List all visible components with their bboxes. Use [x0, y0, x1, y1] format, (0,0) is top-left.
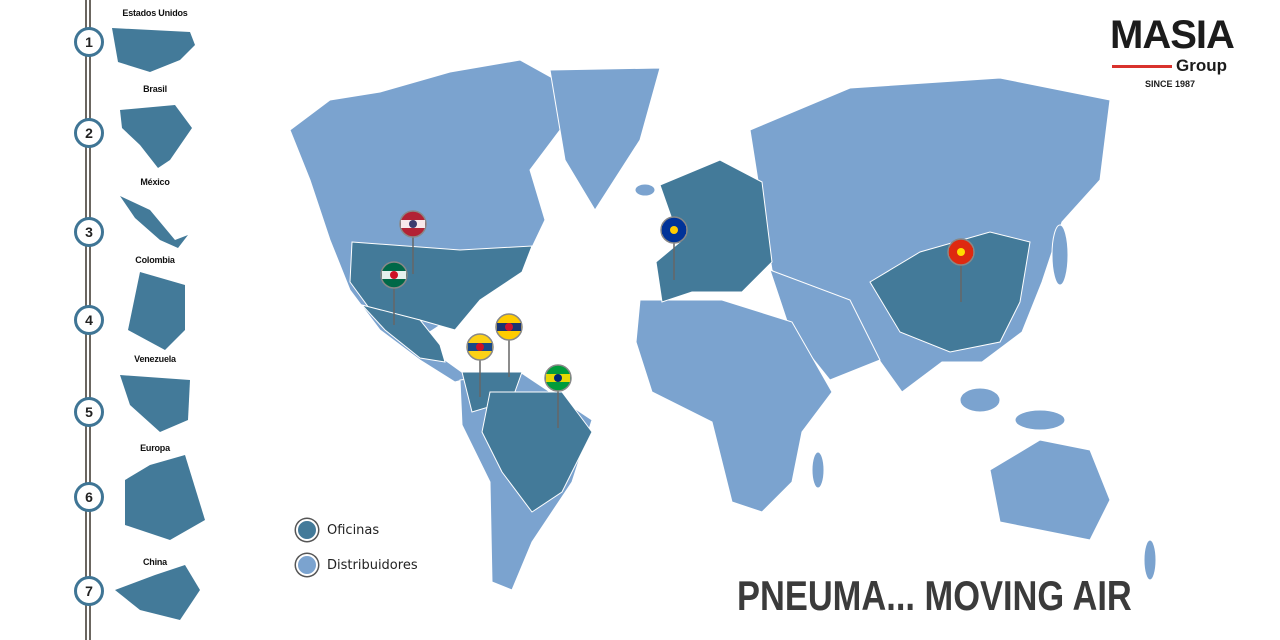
country-silhouette-4	[128, 272, 185, 350]
offices-swatch	[296, 519, 318, 541]
brazil-region	[481, 391, 593, 513]
country-silhouette-5	[120, 375, 190, 432]
step-3: 3	[74, 217, 104, 247]
logo-red-line	[1112, 65, 1172, 68]
country-silhouette-6	[125, 455, 205, 540]
masia-group-logo: MASIA Group SINCE 1987	[1110, 13, 1245, 92]
colombia-flag-icon[interactable]	[466, 333, 494, 397]
legend-distributors: Distribuidores	[296, 554, 418, 576]
step-label: Europa	[140, 443, 170, 453]
legend-distributors-label: Distribuidores	[327, 557, 418, 573]
mexico-region	[360, 304, 446, 363]
step-2: 2	[74, 118, 104, 148]
logo-since: SINCE 1987	[1145, 79, 1196, 89]
step-label: Venezuela	[134, 354, 176, 364]
step-label: Estados Unidos	[122, 8, 188, 18]
china-region	[869, 231, 1031, 353]
eu-flag-icon[interactable]	[660, 216, 688, 280]
legend-offices-label: Oficinas	[327, 522, 380, 538]
indonesia	[1014, 409, 1066, 431]
southeast-asia-islands	[959, 387, 1001, 413]
step-1: 1	[74, 27, 104, 57]
step-label: México	[140, 177, 170, 187]
step-6: 6	[74, 482, 104, 512]
distributors-swatch	[296, 554, 318, 576]
africa	[635, 299, 833, 513]
step-label: China	[142, 557, 168, 567]
madagascar	[811, 451, 825, 489]
europe-region	[655, 159, 773, 303]
greenland	[549, 67, 661, 211]
step-label: Brasil	[143, 84, 167, 94]
logo-name: MASIA	[1110, 13, 1235, 57]
japan	[1051, 224, 1069, 286]
mexico-flag-icon[interactable]	[380, 261, 408, 325]
iceland	[634, 183, 656, 197]
venezuela-flag-icon[interactable]	[495, 313, 523, 377]
brazil-flag-icon[interactable]	[544, 364, 572, 428]
country-silhouette-3	[120, 196, 188, 248]
step-4: 4	[74, 305, 104, 335]
step-label: Colombia	[135, 255, 175, 265]
usa-flag-icon[interactable]	[399, 210, 427, 274]
country-silhouette-7	[115, 565, 200, 620]
slogan: PNEUMA... MOVING AIR	[737, 572, 1132, 619]
legend-offices: Oficinas	[296, 519, 379, 541]
australia	[989, 439, 1111, 541]
step-7: 7	[74, 576, 104, 606]
china-flag-icon[interactable]	[947, 238, 975, 302]
logo-sub: Group	[1176, 56, 1227, 75]
new-zealand	[1143, 539, 1157, 581]
country-silhouette-2	[120, 105, 192, 168]
country-silhouette-1	[112, 28, 195, 72]
step-5: 5	[74, 397, 104, 427]
